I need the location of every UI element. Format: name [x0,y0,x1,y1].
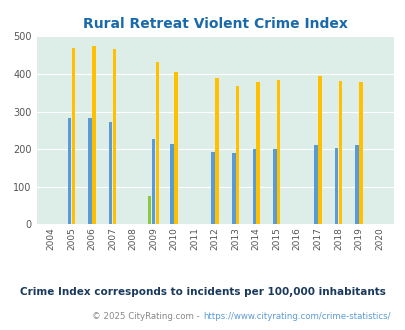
Bar [156,62,159,224]
Bar [174,72,177,224]
Title: Rural Retreat Violent Crime Index: Rural Retreat Violent Crime Index [83,17,347,31]
Bar [71,48,75,224]
Bar [68,117,71,224]
Bar [147,196,151,224]
Bar [109,122,112,224]
Bar [276,80,280,224]
Bar [88,117,92,224]
Bar [252,149,256,224]
Bar [235,86,239,224]
Bar [151,139,155,224]
Bar [170,144,173,224]
Bar [215,79,218,224]
Text: https://www.cityrating.com/crime-statistics/: https://www.cityrating.com/crime-statist… [202,312,390,321]
Bar [211,152,214,224]
Text: © 2025 CityRating.com -: © 2025 CityRating.com - [92,312,202,321]
Bar [113,49,116,224]
Bar [273,149,276,224]
Bar [354,146,358,224]
Text: Crime Index corresponds to incidents per 100,000 inhabitants: Crime Index corresponds to incidents per… [20,287,385,297]
Bar [313,145,317,224]
Legend: Rural Retreat, Virginia, National: Rural Retreat, Virginia, National [80,328,350,330]
Bar [256,82,259,224]
Bar [334,148,337,224]
Bar [231,153,235,224]
Bar [92,47,96,224]
Bar [338,81,341,224]
Bar [358,82,362,224]
Bar [317,76,321,224]
